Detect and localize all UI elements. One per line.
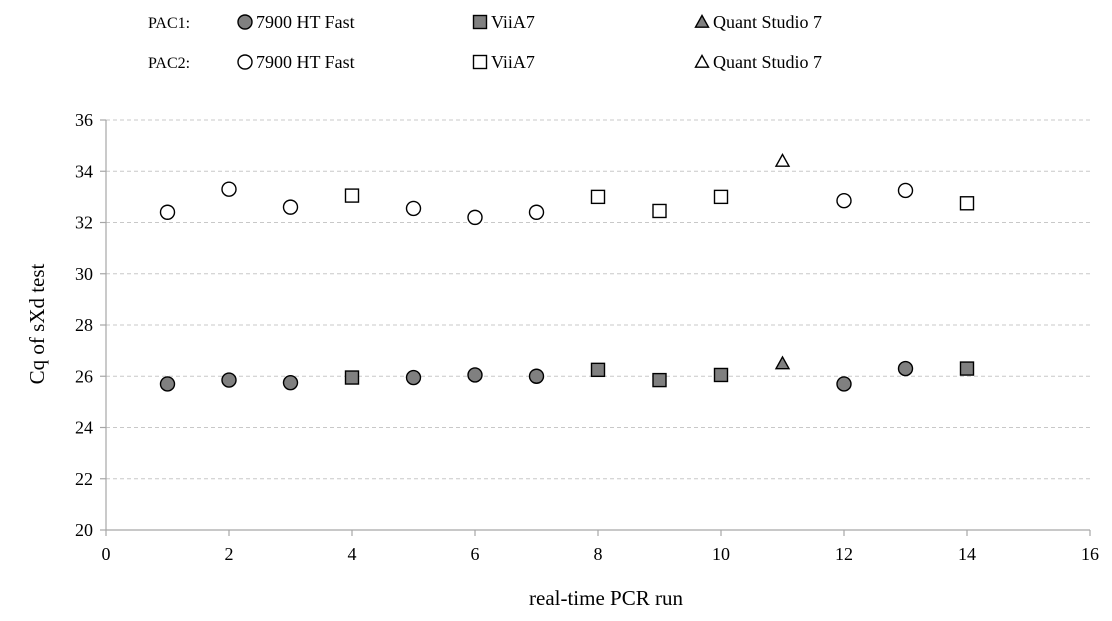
x-tick-label: 4 <box>348 544 357 564</box>
data-point-series-1 <box>959 361 975 376</box>
x-tick-label: 2 <box>225 544 234 564</box>
x-tick-label: 8 <box>594 544 603 564</box>
legend-entry-label: Quant Studio 7 <box>713 12 822 32</box>
x-tick-label: 12 <box>835 544 853 564</box>
data-point-series-3 <box>467 209 483 226</box>
legend-entry-label: Quant Studio 7 <box>713 52 822 72</box>
data-point-series-3 <box>836 193 852 209</box>
legend-entry-label: ViiA7 <box>491 12 535 32</box>
data-point-series-0 <box>221 372 237 388</box>
legend-marker-square <box>472 54 488 70</box>
legend-marker-triangle <box>694 14 710 28</box>
y-tick-label: 24 <box>75 418 93 438</box>
data-point-series-1 <box>344 370 360 385</box>
data-point-series-0 <box>467 367 483 383</box>
data-point-series-4 <box>590 189 606 205</box>
x-axis-title: real-time PCR run <box>529 586 683 610</box>
data-point-series-3 <box>221 181 237 197</box>
x-tick-label: 6 <box>471 544 480 564</box>
axes <box>100 119 1091 536</box>
x-tick-label: 10 <box>712 544 730 564</box>
data-point-series-0 <box>528 368 545 384</box>
legend: PAC1: 7900 HT Fast ViiA7 Quant Studio 7 PAC2… <box>148 12 822 72</box>
legend-group-label: PAC1: <box>148 15 190 32</box>
data-point-series-3 <box>405 200 422 217</box>
data-point-series-2 <box>774 355 791 370</box>
legend-marker-square <box>472 14 488 30</box>
y-tick-label: 30 <box>75 264 93 284</box>
data-point-series-1 <box>713 367 729 383</box>
data-point-series-0 <box>405 369 422 386</box>
data-point-series-1 <box>590 362 606 378</box>
legend-marker-triangle <box>694 54 710 68</box>
legend-entry-label: 7900 HT Fast <box>256 52 355 72</box>
data-point-series-0 <box>897 360 914 377</box>
data-point-series-4 <box>713 189 729 205</box>
x-tick-label: 16 <box>1081 544 1099 564</box>
x-tick-label: 14 <box>958 544 976 564</box>
legend-group-label: PAC2: <box>148 55 190 72</box>
data-point-series-4 <box>959 196 975 211</box>
legend-marker-circle <box>237 54 253 70</box>
y-tick-label: 34 <box>75 161 93 181</box>
y-tick-label: 36 <box>75 110 93 130</box>
data-point-series-0 <box>282 374 299 391</box>
y-tick-label: 20 <box>75 520 93 540</box>
y-tick-label: 28 <box>75 315 93 335</box>
data-point-series-3 <box>897 182 914 199</box>
data-point-series-4 <box>344 188 360 203</box>
data-point-series-3 <box>159 204 176 220</box>
data-points <box>159 153 975 392</box>
data-point-series-3 <box>528 204 545 220</box>
y-tick-label: 32 <box>75 213 93 233</box>
legend-entry-label: 7900 HT Fast <box>256 12 355 32</box>
gridlines <box>106 119 1090 480</box>
x-tick-label: 0 <box>102 544 111 564</box>
y-axis-title: Cq of sXd test <box>25 263 49 384</box>
y-tick-label: 22 <box>75 469 93 489</box>
data-point-series-5 <box>774 153 791 167</box>
data-point-series-1 <box>652 372 667 388</box>
data-point-series-3 <box>282 199 299 215</box>
y-tick-label: 26 <box>75 366 93 386</box>
data-point-series-0 <box>159 376 176 392</box>
legend-marker-circle <box>237 14 253 30</box>
data-point-series-4 <box>652 203 667 219</box>
data-point-series-0 <box>836 376 852 392</box>
legend-entry-label: ViiA7 <box>491 52 535 72</box>
